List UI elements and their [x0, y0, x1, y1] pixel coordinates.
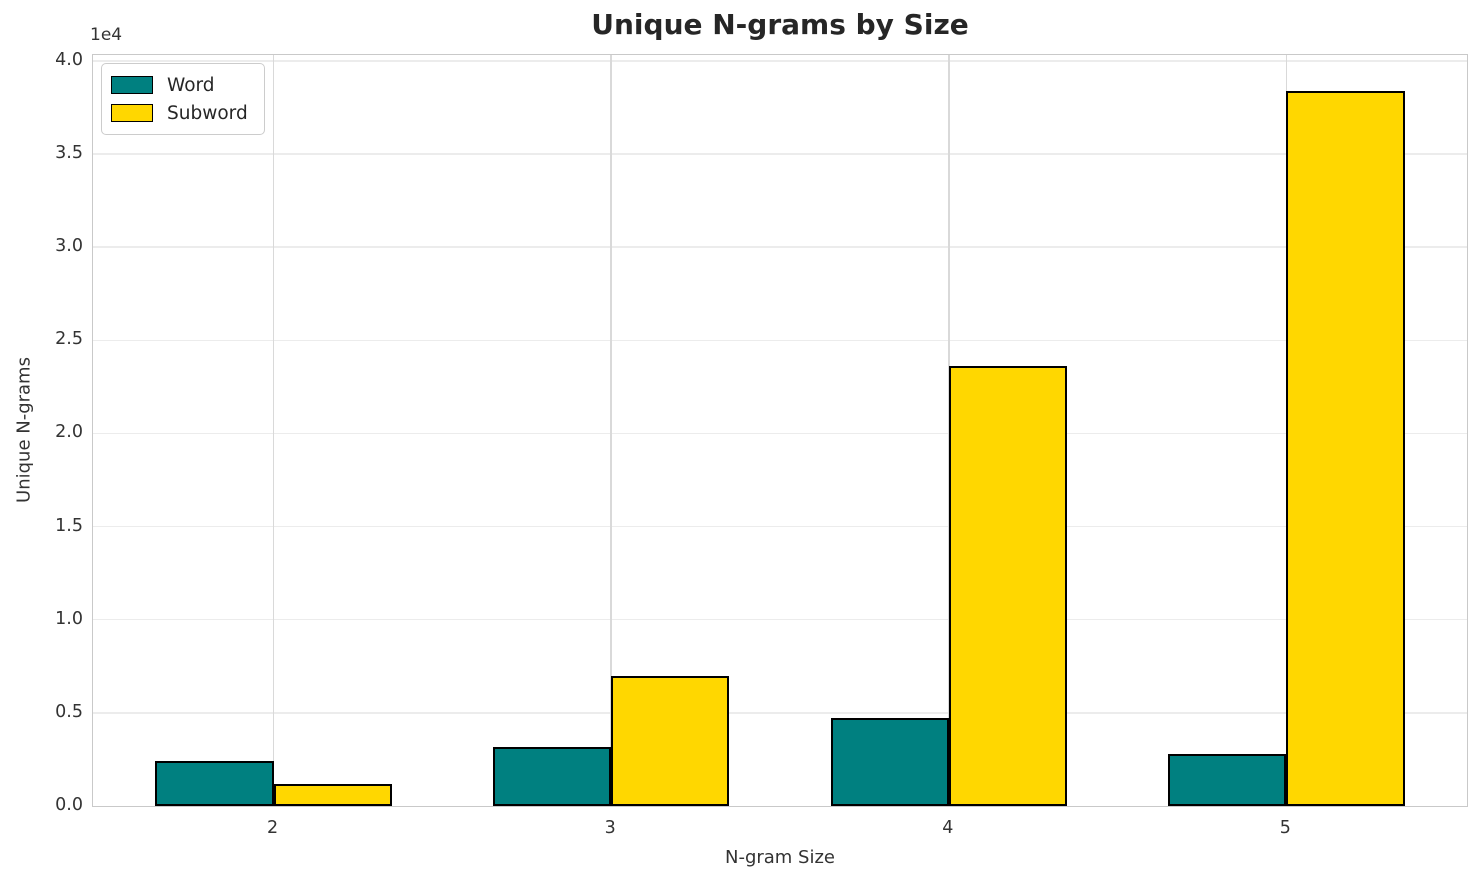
y-gridline [93, 60, 1467, 62]
x-tick-label: 2 [267, 818, 279, 838]
y-tick-label: 1.0 [55, 608, 83, 629]
legend-item-word: Word [111, 71, 248, 99]
y-tick-label: 4.0 [55, 49, 83, 70]
word-bar [1168, 753, 1287, 806]
y-gridline [93, 153, 1467, 155]
y-tick-label: 2.5 [55, 329, 83, 350]
plot-area: Word Subword [92, 54, 1468, 807]
x-tick-label: 4 [942, 818, 954, 838]
y-tick-label: 3.5 [55, 143, 83, 164]
x-tick-label: 5 [1279, 818, 1291, 838]
subword-bar [611, 675, 730, 806]
y-gridline [93, 432, 1467, 435]
x-axis-label: N-gram Size [724, 847, 836, 868]
subword-bar [948, 366, 1067, 806]
y-tick-label: 2.0 [55, 422, 83, 443]
subword-color-swatch-icon [111, 104, 153, 122]
y-gridline [93, 339, 1467, 342]
y-axis-offset-label: 1e4 [90, 25, 123, 45]
y-gridline [93, 712, 1467, 714]
subword-bar [1286, 90, 1405, 806]
x-tick-label: 3 [604, 818, 616, 838]
y-tick-label: 1.5 [55, 515, 83, 536]
y-gridline [93, 525, 1467, 528]
subword-bar [273, 783, 392, 806]
y-gridline [93, 618, 1467, 621]
y-gridline [93, 246, 1467, 248]
legend: Word Subword [101, 63, 265, 135]
word-bar [493, 747, 612, 806]
legend-label-word: Word [167, 74, 215, 96]
word-bar [155, 761, 274, 806]
legend-item-subword: Subword [111, 99, 248, 127]
legend-label-subword: Subword [167, 102, 248, 124]
chart-title: Unique N-grams by Size [591, 8, 969, 41]
y-tick-label: 0.5 [55, 701, 83, 722]
y-tick-label: 0.0 [55, 795, 83, 815]
y-axis-label: Unique N-grams [13, 357, 35, 503]
x-gridline [272, 55, 275, 806]
y-tick-label: 3.0 [55, 236, 83, 257]
word-bar [830, 718, 949, 806]
word-color-swatch-icon [111, 76, 153, 94]
x-gridline [610, 55, 612, 806]
